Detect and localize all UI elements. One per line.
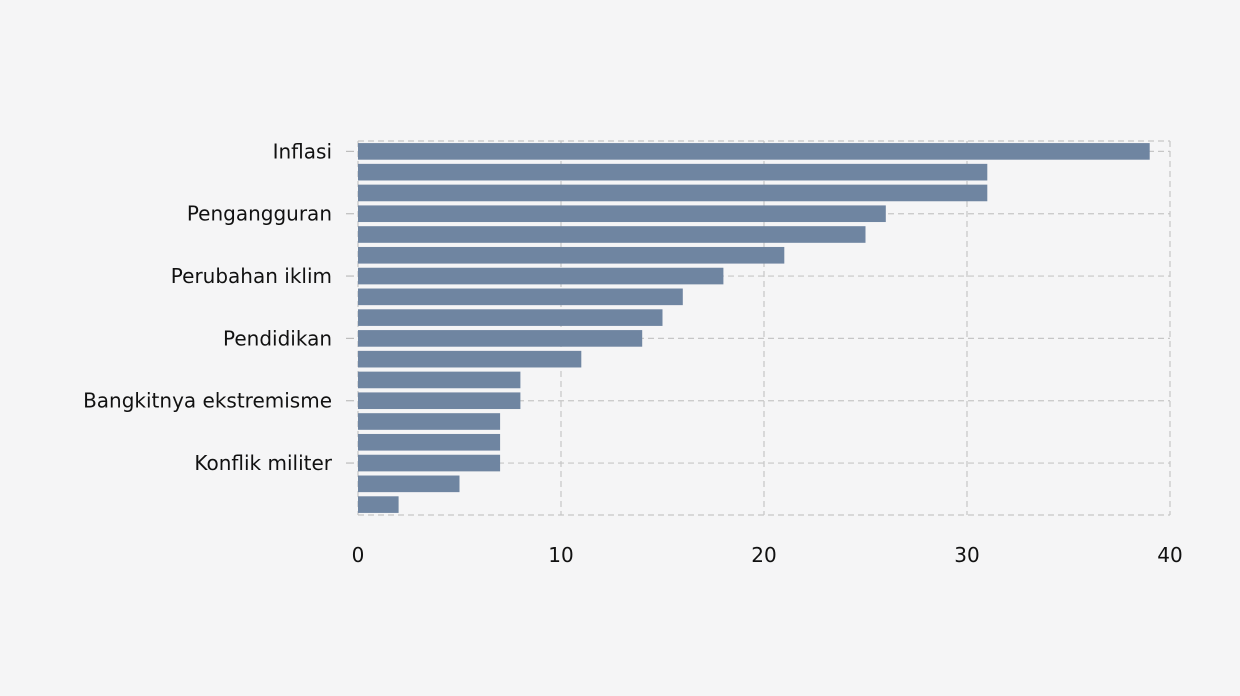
y-tick-label: Konflik militer xyxy=(194,451,332,475)
bar xyxy=(358,413,501,430)
bar xyxy=(358,267,724,285)
x-tick-label: 0 xyxy=(352,543,365,567)
y-axis: Inflasi Pengangguran Perubahan iklim Pendid… xyxy=(83,139,354,475)
bar xyxy=(358,330,643,347)
bar xyxy=(358,350,582,368)
bar xyxy=(358,454,501,472)
bar xyxy=(358,163,988,181)
y-tick-label: Pengangguran xyxy=(187,202,332,226)
x-tick-label: 40 xyxy=(1157,543,1182,567)
bars xyxy=(358,143,1150,513)
bar xyxy=(358,309,663,326)
bar xyxy=(358,496,399,513)
x-tick-label: 20 xyxy=(751,543,776,567)
bar xyxy=(358,433,501,451)
y-tick-label: Pendidikan xyxy=(223,326,332,350)
bar xyxy=(358,475,460,493)
y-tick-label: Perubahan iklim xyxy=(171,264,332,288)
bar xyxy=(358,184,988,202)
bar xyxy=(358,143,1150,160)
x-tick-label: 10 xyxy=(548,543,573,567)
x-axis: 0 10 20 30 40 xyxy=(352,543,1183,567)
bar xyxy=(358,246,785,264)
bar xyxy=(358,226,866,243)
bar xyxy=(358,371,521,389)
bar xyxy=(358,288,683,306)
y-tick-label: Inflasi xyxy=(273,139,332,163)
x-tick-label: 30 xyxy=(954,543,979,567)
bar xyxy=(358,205,886,223)
y-tick-label: Bangkitnya ekstremisme xyxy=(83,389,332,413)
bar xyxy=(358,392,521,410)
